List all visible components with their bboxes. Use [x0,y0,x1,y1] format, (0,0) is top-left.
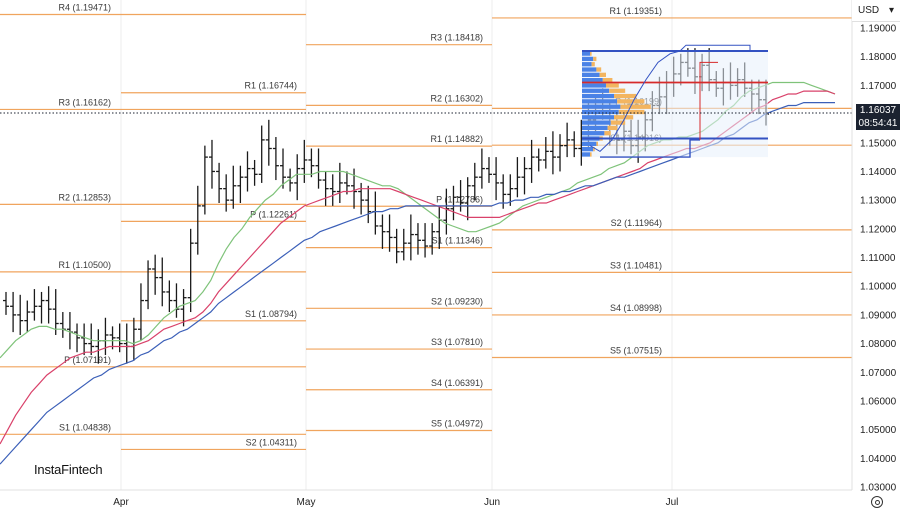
current-price-value: 1.16037 [859,105,897,116]
volume-row [582,62,592,67]
volume-row [582,99,618,104]
current-price-tag: 1.16037 08:54:41 [856,104,900,130]
pivot-label: S1 (1.08794) [245,309,297,319]
price-tick-label: 1.06000 [860,396,897,407]
volume-row [582,120,611,125]
pivot-label: S2 (1.11964) [611,218,662,228]
range-outline [600,139,700,158]
range-outline [589,44,751,153]
volume-row-up [593,146,595,152]
volume-row-up [604,131,611,136]
volume-row [582,131,605,136]
month-tick-label: Jul [666,497,679,508]
volume-row [582,51,590,56]
countdown-timer: 08:54:41 [858,118,898,129]
chevron-down-icon: ▾ [888,5,894,16]
pivot-label: R3 (1.18418) [430,33,483,43]
month-tick-label: Jun [484,497,500,508]
pivot-label: R2 (1.12853) [58,192,111,202]
volume-row-up [614,115,634,120]
volume-row [582,125,608,131]
pivot-label: S3 (1.07810) [431,337,483,347]
volume-row [582,72,600,77]
price-tick-label: 1.08000 [860,339,897,350]
volume-row-up [596,141,598,146]
pivot-label: R1 (1.10500) [58,260,111,270]
volume-row-up [607,125,618,131]
volume-row [582,93,614,99]
price-tick-label: 1.05000 [860,425,897,436]
volume-row-up [590,51,592,56]
pivot-label: S5 (1.07515) [610,346,662,356]
price-tick-label: 1.15000 [860,138,897,149]
volume-row-up [602,77,613,83]
pivot-label: P (1.12786) [436,194,483,204]
price-tick-label: 1.03000 [860,483,897,494]
volume-row [582,56,594,62]
volume-row-up [606,83,619,88]
price-tick-label: 1.19000 [860,24,897,35]
settings-icon[interactable] [871,496,883,508]
pivot-label: P (1.12261) [250,209,297,219]
volume-row-up [618,109,645,115]
volume-row [582,77,603,83]
volume-row-up [614,93,637,99]
month-tick-label: May [297,497,316,508]
pivot-label: S3 (1.10481) [610,260,662,270]
price-tick-label: 1.12000 [860,224,897,235]
pivot-label: R2 (1.16302) [430,93,483,103]
volume-row-up [609,88,626,93]
currency-label: USD [858,5,880,16]
pivot-label: S1 (1.04838) [59,422,111,432]
pivot-label: S4 (1.08998) [610,303,662,313]
price-tick-label: 1.17000 [860,81,897,92]
price-tick-label: 1.14000 [860,167,897,178]
volume-row-up [591,62,595,67]
price-tick-label: 1.10000 [860,282,897,293]
price-tick-label: 1.18000 [860,52,897,63]
volume-row-up [610,120,626,125]
price-tick-label: 1.09000 [860,310,897,321]
price-tick-label: 1.07000 [860,368,897,379]
volume-row [582,146,594,152]
pivot-label: R1 (1.16744) [244,81,297,91]
pivot-label: S2 (1.09230) [431,296,483,306]
pivot-label: R1 (1.14882) [430,134,483,144]
currency-selector[interactable]: USD ▾ [852,0,900,22]
pivot-label: S2 (1.04311) [246,437,297,447]
pivot-label: P (1.07191) [64,355,111,365]
volume-row [582,152,590,157]
volume-row-up [593,56,597,62]
pivot-label: S5 (1.04972) [431,418,483,428]
pivot-label: R4 (1.19471) [58,2,111,12]
pivot-label: S4 (1.06391) [431,378,483,388]
volume-row [582,115,614,120]
volume-row [582,88,610,93]
volume-row-up [590,152,592,157]
volume-row-up [617,99,645,104]
price-tick-label: 1.04000 [860,454,897,465]
volume-row-up [599,72,606,77]
volume-row-up [620,104,651,109]
volume-row-up [596,67,602,72]
brand-logo: InstaFintech [34,462,103,477]
pivot-label: R1 (1.19351) [609,6,662,16]
month-tick-label: Apr [113,497,129,508]
volume-row [582,109,619,115]
volume-row [582,67,597,72]
poc-outline [699,61,718,140]
volume-row [582,83,606,88]
volume-row [582,141,597,146]
volume-row [582,104,621,109]
price-tick-label: 1.13000 [860,196,897,207]
price-tick-label: 1.11000 [860,253,896,264]
volume-profile-area [582,50,768,158]
pivot-label: S1 (1.11346) [432,236,483,246]
pivot-label: R3 (1.16162) [58,97,111,107]
